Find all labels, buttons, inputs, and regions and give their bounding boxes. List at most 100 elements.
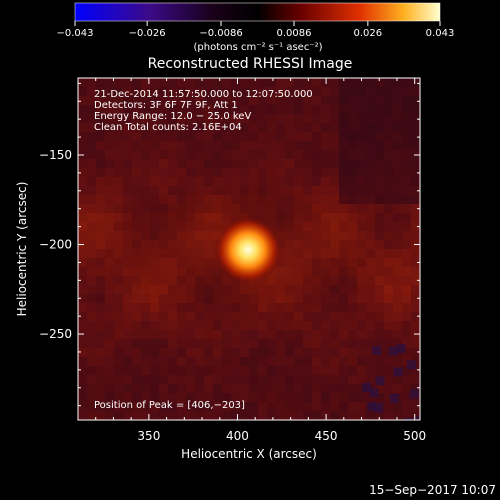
image-cell: [204, 339, 213, 348]
image-cell: [96, 339, 105, 348]
image-cell: [87, 375, 96, 384]
image-cell: [195, 348, 204, 357]
image-cell: [231, 114, 240, 123]
image-cell: [402, 213, 411, 222]
image-cell: [222, 132, 231, 141]
image-cell: [285, 96, 294, 105]
image-cell: [87, 150, 96, 159]
image-cell: [276, 141, 285, 150]
image-cell: [177, 123, 186, 132]
image-cell: [78, 384, 87, 393]
image-cell: [132, 393, 141, 402]
image-cell: [114, 384, 123, 393]
image-cell: [204, 114, 213, 123]
image-cell: [213, 402, 222, 411]
image-cell: [258, 384, 267, 393]
image-cell: [222, 105, 231, 114]
image-cell: [204, 177, 213, 186]
colorbar-ticks: −0.043 −0.026 −0.0086 0.0086 0.026 0.043: [56, 21, 454, 39]
image-cell: [240, 330, 249, 339]
image-cell: [258, 402, 267, 411]
image-cell: [393, 411, 402, 420]
image-cell: [375, 177, 384, 186]
image-cell: [150, 411, 159, 420]
image-cell: [402, 375, 411, 384]
image-cell: [330, 96, 339, 105]
image-cell: [141, 150, 150, 159]
image-cell: [357, 114, 366, 123]
image-cell: [389, 393, 399, 403]
image-cell: [132, 321, 141, 330]
image-cell: [132, 114, 141, 123]
image-cell: [114, 96, 123, 105]
image-cell: [312, 375, 321, 384]
x-axis: 350 400 450 500: [95, 78, 426, 443]
image-cell: [177, 357, 186, 366]
image-cell: [339, 141, 348, 150]
image-cell: [195, 150, 204, 159]
image-cell: [357, 384, 366, 393]
image-cell: [339, 159, 348, 168]
image-cell: [384, 87, 393, 96]
image-cell: [195, 87, 204, 96]
image-cell: [186, 114, 195, 123]
x-axis-label: Heliocentric X (arcsec): [181, 447, 317, 461]
image-cell: [402, 321, 411, 330]
image-cell: [321, 159, 330, 168]
image-cell: [321, 330, 330, 339]
image-cell: [186, 321, 195, 330]
image-cell: [141, 159, 150, 168]
image-cell: [132, 330, 141, 339]
image-cell: [414, 415, 420, 420]
image-cell: [267, 150, 276, 159]
image-cell: [276, 393, 285, 402]
image-cell: [267, 384, 276, 393]
image-cell: [141, 141, 150, 150]
image-cell: [168, 177, 177, 186]
image-cell: [87, 330, 96, 339]
image-cell: [303, 87, 312, 96]
image-cell: [168, 339, 177, 348]
image-cell: [348, 312, 357, 321]
image-cell: [393, 159, 402, 168]
image-cell: [267, 366, 276, 375]
image-cell: [375, 78, 384, 87]
image-cell: [366, 96, 375, 105]
image-cell: [249, 78, 258, 87]
image-cell: [78, 402, 87, 411]
image-cell: [258, 375, 267, 384]
image-cell: [294, 114, 303, 123]
image-cell: [78, 132, 87, 141]
image-cell: [213, 375, 222, 384]
image-cell: [411, 402, 420, 411]
image-cell: [411, 204, 420, 213]
image-cell: [141, 132, 150, 141]
image-cell: [141, 375, 150, 384]
image-cell: [249, 411, 258, 420]
image-cell: [87, 168, 96, 177]
image-cell: [303, 96, 312, 105]
image-cell: [384, 294, 393, 303]
image-cell: [258, 321, 267, 330]
image-cell: [87, 294, 96, 303]
image-cell: [267, 330, 276, 339]
image-cell: [384, 123, 393, 132]
y-tick-label: −250: [39, 327, 72, 341]
image-cell: [204, 168, 213, 177]
image-cell: [96, 312, 105, 321]
image-cell: [204, 87, 213, 96]
image-cell: [168, 330, 177, 339]
image-cell: [258, 105, 267, 114]
image-cell: [186, 78, 195, 87]
image-cell: [357, 339, 366, 348]
image-cell: [330, 348, 339, 357]
image-cell: [348, 96, 357, 105]
image-cell: [312, 339, 321, 348]
image-cell: [303, 159, 312, 168]
image-cell: [330, 132, 339, 141]
image-cell: [402, 87, 411, 96]
image-cell: [105, 114, 114, 123]
image-cell: [393, 105, 402, 114]
image-cell: [105, 294, 114, 303]
image-cell: [132, 339, 141, 348]
